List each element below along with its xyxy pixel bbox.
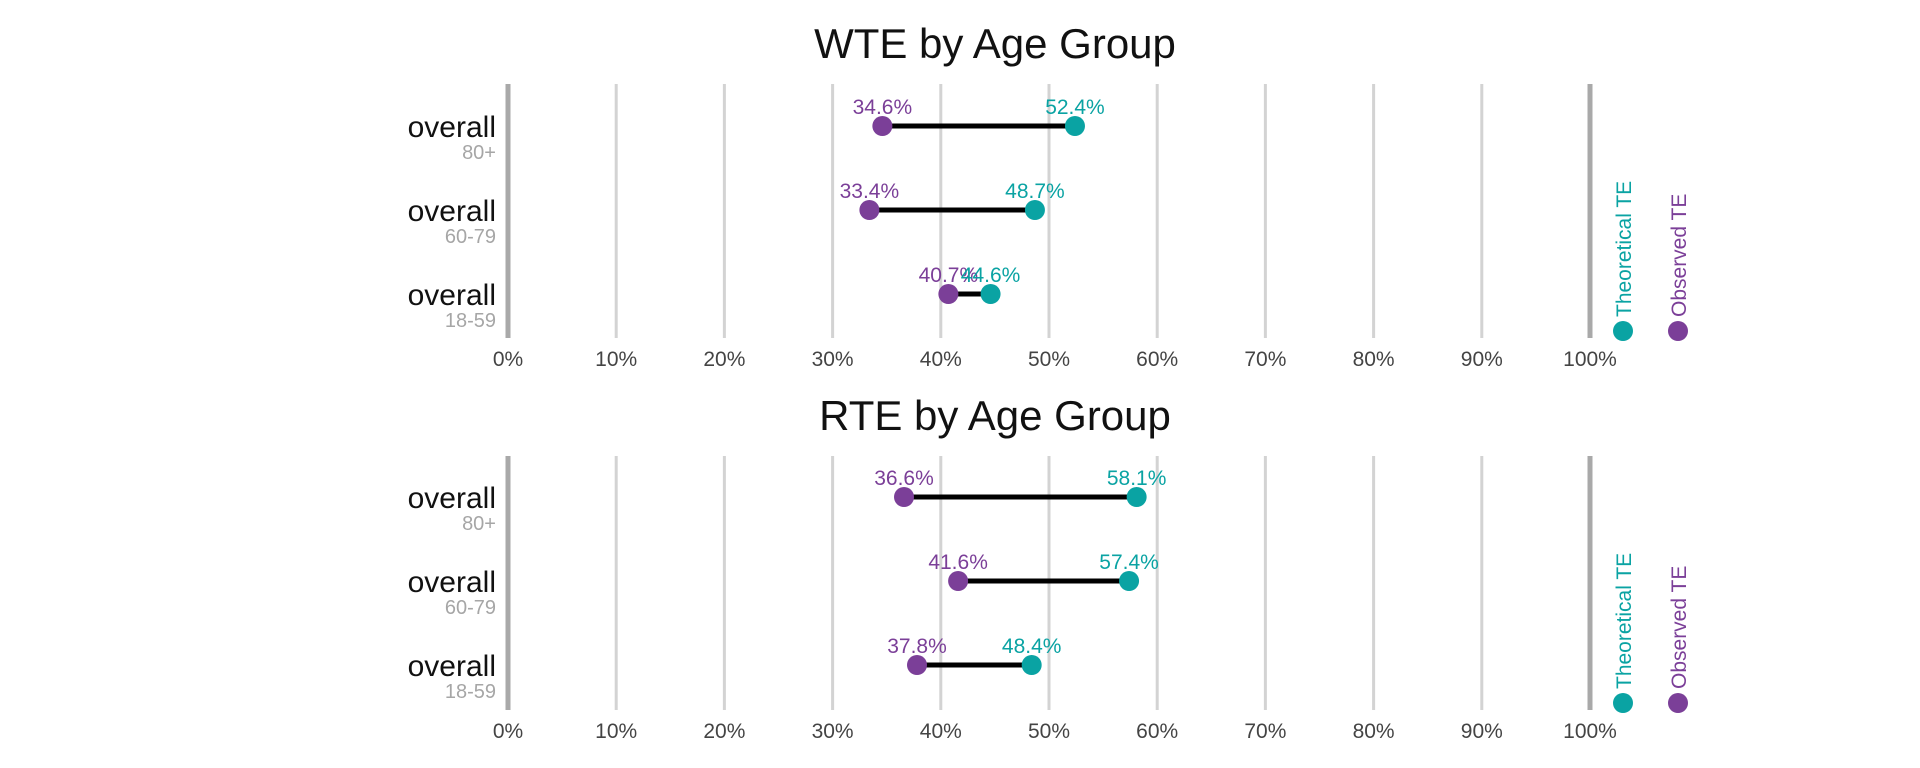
panel-2-observed-point [894,487,915,507]
panel-1-age-group-label: 80+ [462,142,496,164]
panel-2-observed-point [948,571,969,591]
panel-2-theoretical-label: 48.4% [1002,635,1062,658]
panel-2-age-group-label: 80+ [462,513,496,535]
panel-1-x-tick-label: 100% [1563,348,1617,371]
panel-2-x-tick-label: 80% [1353,720,1395,743]
panel-1-theoretical-point [1024,200,1045,220]
panel-2-x-tick-label: 30% [812,720,854,743]
panel-2-theoretical-label: 57.4% [1099,551,1159,574]
panel-1-x-tick-label: 0% [493,348,523,371]
panel-2-observed-label: 36.6% [874,467,934,490]
panel-1-age-group-label: 18-59 [445,310,496,332]
panel-1-observed-point [938,284,959,304]
panel-1-x-tick-label: 50% [1028,348,1070,371]
panel-2-legend-dot [1668,693,1688,713]
panel-1-x-tick-label: 10% [595,348,637,371]
panel-2-x-tick-label: 100% [1563,720,1617,743]
panel-1-observed-point [872,116,893,136]
panel-1-category-label: overall [408,195,496,228]
panel-1-legend-dot [1613,321,1633,341]
panel-1-x-tick-label: 70% [1244,348,1286,371]
panel-1-x-tick-label: 80% [1353,348,1395,371]
panel-2-x-tick-label: 70% [1244,720,1286,743]
panel-1-observed-label: 33.4% [840,180,900,203]
panel-1-theoretical-point [980,284,1001,304]
panel-1-legend-label: Observed TE [1668,194,1691,317]
panel-1-observed-point [859,200,880,220]
panel-1-legend-dot [1668,321,1688,341]
panel-2-theoretical-point [1021,655,1042,675]
panel-2-observed-label: 41.6% [928,551,988,574]
panel-2-category-label: overall [408,482,496,515]
panel-1-x-tick-label: 20% [703,348,745,371]
panel-2-observed-label: 37.8% [887,635,947,658]
panel-2-theoretical-point [1119,571,1140,591]
panel-1-observed-label: 40.7% [919,264,979,287]
panel-1-theoretical-label: 48.7% [1005,180,1065,203]
panel-2-x-tick-label: 50% [1028,720,1070,743]
panel-2-observed-point [906,655,927,675]
panel-2-legend-label: Observed TE [1668,566,1691,689]
panel-2-x-tick-label: 10% [595,720,637,743]
panel-2-theoretical-label: 58.1% [1107,467,1167,490]
panel-2-x-tick-label: 20% [703,720,745,743]
panel-1-category-label: overall [408,111,496,144]
panel-1-x-tick-label: 40% [920,348,962,371]
panel-1-observed-label: 34.6% [853,96,913,119]
panel-1-legend-label: Theoretical TE [1613,181,1636,317]
panel-1-category-label: overall [408,279,496,312]
panel-1-x-tick-label: 60% [1136,348,1178,371]
panel-1-age-group-label: 60-79 [445,226,496,248]
panel-1-title: WTE by Age Group [814,20,1176,67]
panel-2-age-group-label: 18-59 [445,681,496,703]
panel-2-theoretical-point [1126,487,1147,507]
panel-2-x-tick-label: 40% [920,720,962,743]
panel-2-age-group-label: 60-79 [445,597,496,619]
panel-1-theoretical-point [1064,116,1085,136]
panel-2-legend-label: Theoretical TE [1613,553,1636,689]
panel-2-x-tick-label: 90% [1461,720,1503,743]
panel-1-theoretical-label: 44.6% [961,264,1021,287]
panel-2-x-tick-label: 60% [1136,720,1178,743]
panel-1-x-tick-label: 30% [812,348,854,371]
panel-2-x-tick-label: 0% [493,720,523,743]
panel-1-x-tick-label: 90% [1461,348,1503,371]
panel-2-category-label: overall [408,566,496,599]
panel-2-category-label: overall [408,650,496,683]
panel-1-theoretical-label: 52.4% [1045,96,1105,119]
panel-2-legend-dot [1613,693,1633,713]
panel-2-title: RTE by Age Group [819,392,1171,439]
